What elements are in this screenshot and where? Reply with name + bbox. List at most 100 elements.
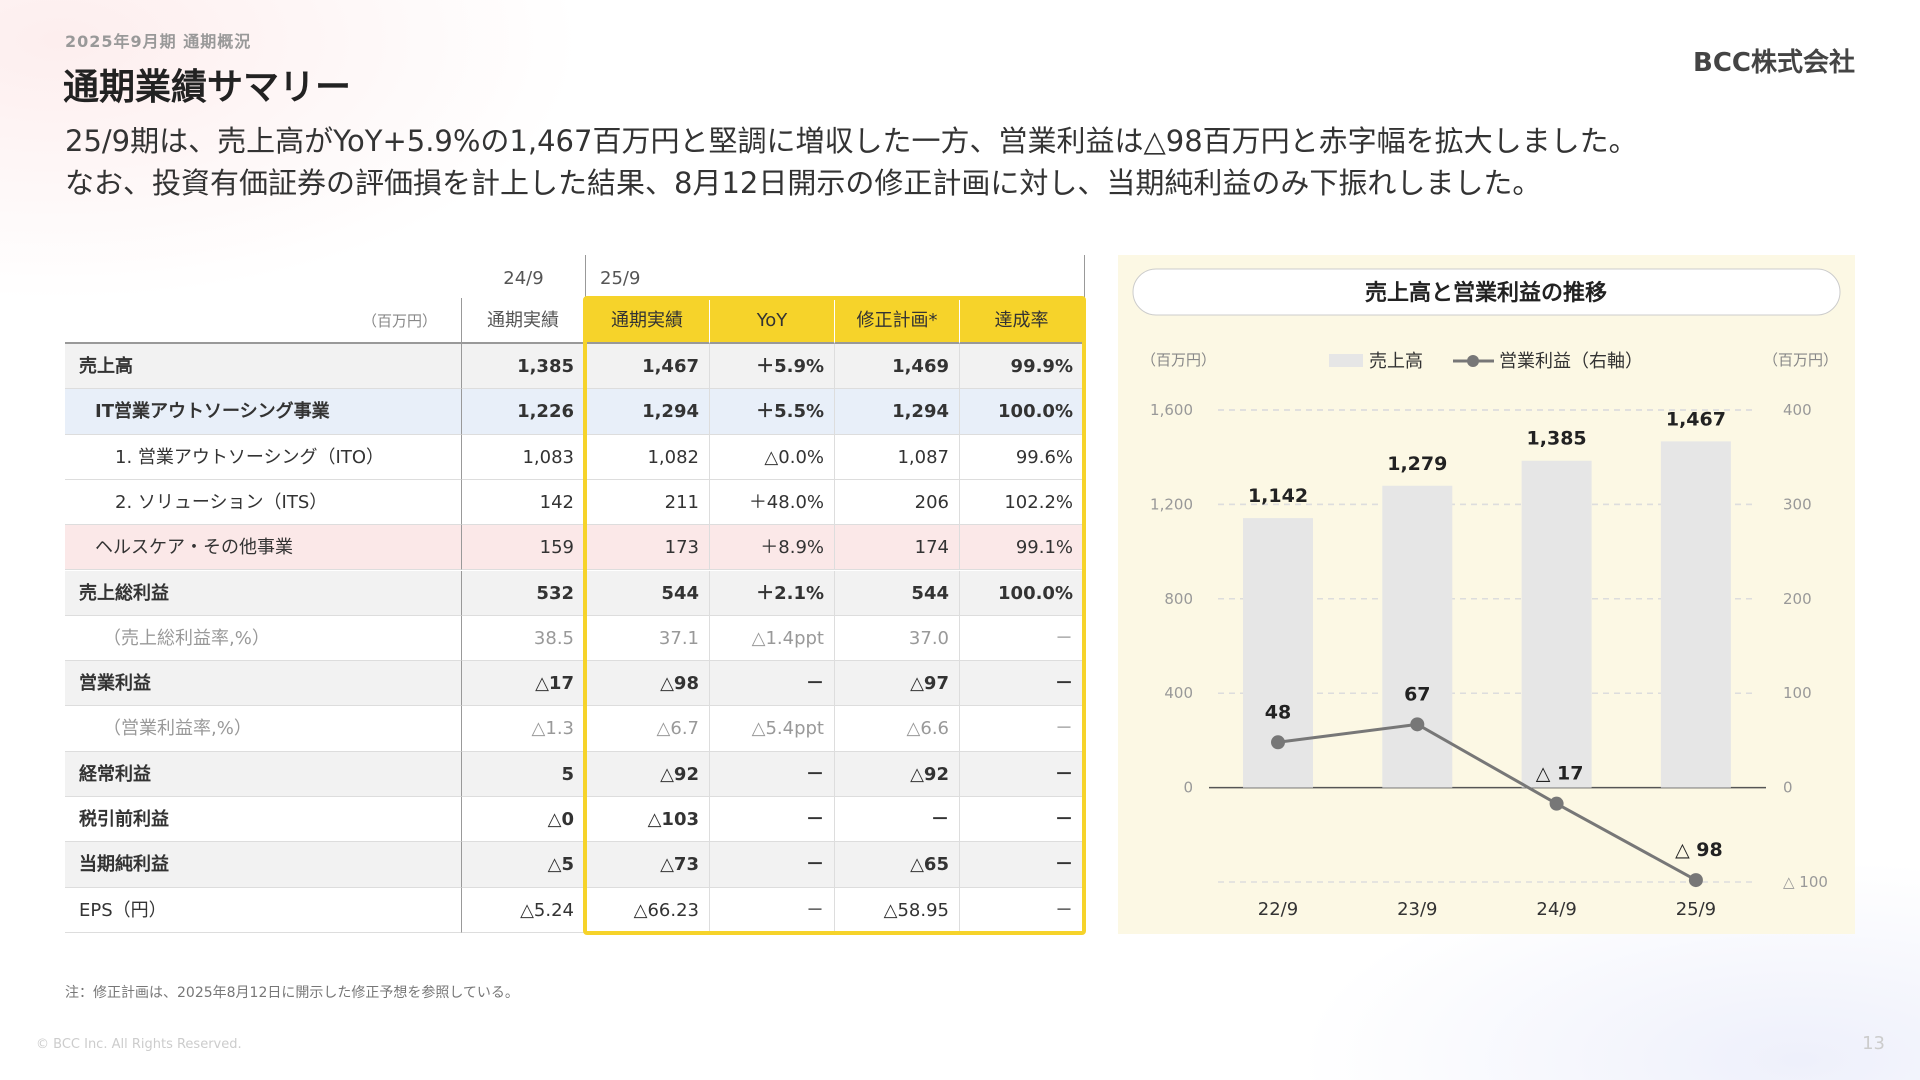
y2-tick-label: 300 [1783, 495, 1812, 513]
group-header: 25/9 [600, 268, 641, 289]
table-cell: △1.4ppt [710, 615, 835, 662]
table-cell: △65 [835, 842, 960, 888]
frame-line [1084, 255, 1085, 298]
table-cell: 1,469 [835, 344, 960, 390]
chart: 売上高と営業利益の推移 （百万円） （百万円） △ 100 0 100 200 300 4… [1132, 268, 1841, 920]
table-cell: 37.0 [835, 615, 960, 662]
table-cell: ＋8.9% [710, 525, 835, 571]
line-value-label: 48 [1265, 701, 1291, 723]
table-cell: △0.0% [710, 434, 835, 480]
bar [1521, 460, 1592, 788]
row-label: 売上総利益 [65, 570, 462, 616]
title: 通期業績サマリー [63, 67, 352, 108]
row-label: EPS（円） [65, 887, 462, 933]
table-cell: △92 [835, 751, 960, 797]
table-cell: 142 [462, 479, 585, 526]
unit-label: （百万円） [65, 298, 462, 344]
table-cell: － [960, 842, 1084, 888]
table-cell: 5 [462, 751, 585, 797]
bar-value-label: 1,385 [1527, 428, 1587, 450]
table-cell: 544 [585, 570, 710, 616]
column-header: 通期実績 [462, 298, 585, 344]
y-tick-label: 400 [1164, 684, 1193, 702]
highlight-frame [583, 296, 1086, 935]
table-cell: － [710, 842, 835, 888]
table-cell: △5.4ppt [710, 706, 835, 752]
y-tick-label: 1,600 [1150, 401, 1193, 419]
table-cell: △103 [585, 797, 710, 843]
table-cell: 1,294 [835, 389, 960, 435]
table-cell: ＋5.9% [710, 344, 835, 390]
row-label: （営業利益率,%） [65, 706, 462, 752]
table-cell: － [960, 751, 1084, 797]
legend-swatch [1467, 355, 1479, 367]
row-label: 1. 営業アウトソーシング（ITO） [65, 434, 462, 480]
table-cell: 99.1% [960, 525, 1084, 571]
table-cell: － [835, 797, 960, 843]
line-value-label: 67 [1404, 683, 1430, 705]
y2-axis-label: （百万円） [1763, 351, 1838, 369]
table-cell: △92 [585, 751, 710, 797]
bar [1660, 441, 1731, 788]
legend-swatch [1329, 354, 1363, 367]
chart-title: 売上高と営業利益の推移 [1365, 280, 1607, 306]
table-cell: 1,467 [585, 344, 710, 390]
y2-tick-label: △ 100 [1783, 873, 1828, 891]
y2-tick-label: 400 [1783, 401, 1812, 419]
table-cell: △1.3 [462, 706, 585, 752]
x-tick-label: 25/9 [1676, 899, 1716, 920]
row-label: 当期純利益 [65, 842, 462, 888]
row-label: 営業利益 [65, 661, 462, 707]
table-cell: － [960, 661, 1084, 707]
table-cell: △98 [585, 661, 710, 707]
y2-tick-label: 0 [1783, 779, 1793, 797]
table-cell: 1,385 [462, 344, 585, 390]
table-cell: 544 [835, 570, 960, 616]
table-cell: △0 [462, 797, 585, 843]
group-header: 24/9 [462, 255, 586, 298]
y2-tick-label: 100 [1783, 684, 1812, 702]
lead-line: なお、投資有価証券の評価損を計上した結果、8月12日開示の修正計画に対し、当期純… [65, 166, 1542, 200]
table-cell: － [710, 887, 835, 933]
line-value-label: △ 98 [1675, 839, 1723, 861]
page-number: 13 [1862, 1033, 1885, 1054]
table-cell: 1,082 [585, 434, 710, 480]
row-label: ヘルスケア・その他事業 [65, 525, 462, 571]
table-cell: △5.24 [462, 887, 585, 933]
table-cell: 102.2% [960, 479, 1084, 526]
line-point [1410, 717, 1425, 732]
row-label: 経常利益 [65, 751, 462, 797]
line-point [1549, 796, 1564, 811]
table-cell: 159 [462, 525, 585, 571]
table-cell: △58.95 [835, 887, 960, 933]
legend-label: 営業利益（右軸） [1499, 351, 1643, 372]
column-header: 達成率 [960, 298, 1084, 344]
table-cell: ＋48.0% [710, 479, 835, 526]
table-cell: － [960, 887, 1084, 933]
bar-value-label: 1,467 [1666, 408, 1726, 430]
note: 注：修正計画は、2025年8月12日に開示した修正予想を参照している。 [65, 985, 519, 1001]
logo: BCC株式会社 [1693, 48, 1855, 78]
table-cell: 100.0% [960, 570, 1084, 616]
row-label: 売上高 [65, 344, 462, 390]
chart-panel [1118, 255, 1855, 934]
line [1277, 722, 1697, 882]
table-cell: － [710, 751, 835, 797]
column-header: YoY [710, 298, 835, 344]
line-point [1688, 873, 1703, 888]
bar [1382, 485, 1453, 788]
x-tick-label: 22/9 [1258, 899, 1298, 920]
legend-label: 売上高 [1369, 351, 1423, 372]
table-cell: － [710, 797, 835, 843]
table-cell: △17 [462, 661, 585, 707]
row-label: （売上総利益率,%） [65, 615, 462, 662]
table-cell: 206 [835, 479, 960, 526]
y-tick-label: 800 [1164, 590, 1193, 608]
table-cell: 1,087 [835, 434, 960, 480]
kicker: 2025年9月期 通期概況 [65, 32, 252, 51]
bar-value-label: 1,142 [1248, 485, 1308, 507]
y-axis-label: （百万円） [1141, 351, 1216, 369]
table-cell: 38.5 [462, 615, 585, 662]
table-cell: 173 [585, 525, 710, 571]
table-cell: 174 [835, 525, 960, 571]
